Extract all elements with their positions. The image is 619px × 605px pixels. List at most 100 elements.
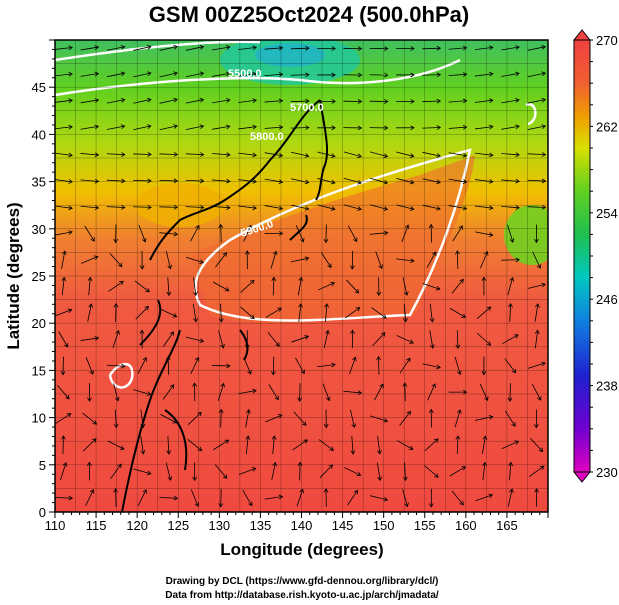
streamline-arrowhead	[68, 98, 73, 104]
streamline	[185, 99, 204, 104]
streamline-arrowhead	[192, 382, 198, 387]
streamline-arrowhead	[66, 413, 72, 418]
streamline-arrowhead	[68, 124, 73, 130]
streamline	[106, 153, 125, 156]
streamline-arrowhead	[305, 45, 310, 51]
streamline	[296, 489, 304, 507]
streamline	[474, 231, 493, 236]
streamline	[61, 251, 66, 269]
x-tick-label: 165	[496, 518, 518, 533]
streamline	[110, 463, 122, 479]
streamline	[429, 303, 433, 322]
streamline	[243, 225, 252, 242]
streamline-arrowhead	[515, 152, 520, 158]
streamline-arrowhead	[410, 46, 415, 51]
streamline	[264, 100, 283, 103]
streamline	[185, 336, 204, 342]
streamline	[80, 337, 99, 341]
streamline	[58, 331, 69, 348]
streamline-arrowhead	[275, 342, 280, 347]
streamline	[133, 153, 152, 155]
streamline-arrowhead	[330, 179, 336, 185]
streamline-arrowhead	[402, 476, 408, 482]
streamline	[88, 277, 91, 296]
streamline-arrowhead	[299, 488, 304, 494]
streamline	[476, 306, 491, 319]
streamline	[448, 205, 467, 209]
streamline	[501, 125, 520, 130]
streamline	[107, 440, 124, 450]
streamline-arrowhead	[89, 370, 94, 375]
streamline	[87, 303, 92, 322]
streamline-arrowhead	[305, 125, 310, 130]
gridlines	[55, 40, 548, 512]
streamline-arrowhead	[383, 496, 389, 502]
streamline-arrowhead	[515, 71, 520, 77]
colorbar-tick-label: 230	[596, 465, 618, 480]
streamline	[106, 99, 125, 104]
streamline	[190, 225, 200, 242]
streamline	[344, 307, 360, 319]
streamline-arrowhead	[483, 250, 489, 256]
streamline-arrowhead	[515, 257, 520, 263]
streamline-arrowhead	[194, 502, 200, 507]
x-tick-label: 150	[373, 518, 395, 533]
streamline-arrowhead	[199, 44, 205, 50]
streamline-arrowhead	[140, 450, 146, 455]
streamline-arrowhead	[245, 408, 251, 414]
streamline-arrowhead	[68, 495, 73, 501]
streamline-arrowhead	[541, 124, 547, 129]
streamline	[160, 413, 177, 424]
streamline-arrowhead	[218, 408, 224, 414]
streamline	[272, 277, 275, 296]
streamline	[369, 495, 388, 501]
streamline-arrowhead	[541, 44, 547, 50]
streamline-arrowhead	[329, 446, 334, 451]
streamline	[187, 412, 202, 426]
streamline	[185, 153, 204, 156]
streamline-arrowhead	[252, 388, 257, 394]
streamline	[80, 125, 99, 130]
streamline-arrowhead	[489, 98, 494, 104]
streamline-arrowhead	[536, 264, 542, 269]
streamline	[265, 414, 283, 423]
streamline-arrowhead	[541, 71, 547, 77]
streamline-arrowhead	[409, 179, 415, 185]
streamline	[264, 73, 283, 77]
streamline-arrowhead	[271, 276, 277, 282]
x-tick-label: 120	[126, 518, 148, 533]
streamline-arrowhead	[432, 251, 437, 257]
streamline	[343, 177, 362, 184]
streamline	[238, 126, 257, 130]
streamline	[422, 204, 441, 210]
streamline-arrowhead	[88, 303, 94, 308]
streamline	[448, 152, 467, 157]
streamline-arrowhead	[535, 303, 540, 308]
streamline	[55, 497, 73, 499]
x-axis-label: Longitude (degrees)	[220, 540, 383, 559]
streamline-arrowhead	[376, 291, 382, 297]
streamline-arrowhead	[199, 204, 205, 210]
streamline	[456, 330, 459, 349]
streamline-arrowhead	[225, 124, 231, 130]
streamline-arrowhead	[121, 178, 126, 184]
streamline-arrowhead	[251, 467, 257, 472]
streamline-arrowhead	[226, 363, 231, 369]
streamline-arrowhead	[508, 303, 513, 308]
streamline-arrowhead	[406, 410, 411, 416]
streamline	[242, 489, 253, 506]
streamline	[322, 383, 330, 401]
streamline-arrowhead	[436, 45, 442, 51]
streamline-arrowhead	[380, 332, 386, 337]
streamline-arrowhead	[356, 471, 362, 477]
streamline	[452, 225, 463, 242]
streamline-arrowhead	[515, 124, 520, 130]
streamline-arrowhead	[431, 383, 436, 388]
streamline-arrowhead	[383, 230, 389, 236]
streamline-arrowhead	[462, 72, 468, 77]
streamline-arrowhead	[436, 364, 441, 370]
streamline	[213, 439, 229, 451]
streamline-arrowhead	[462, 152, 468, 158]
streamline-arrowhead	[325, 329, 330, 335]
